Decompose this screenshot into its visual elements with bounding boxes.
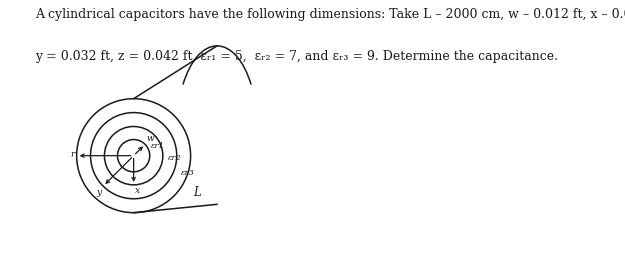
Text: A cylindrical capacitors have the following dimensions: Take L – 2000 cm, w – 0.: A cylindrical capacitors have the follow… — [35, 8, 625, 21]
Text: x: x — [135, 186, 140, 195]
Text: y = 0.032 ft, z = 0.042 ft, εᵣ₁ = 5,  εᵣ₂ = 7, and εᵣ₃ = 9. Determine the capaci: y = 0.032 ft, z = 0.042 ft, εᵣ₁ = 5, εᵣ₂… — [35, 50, 558, 63]
Text: r: r — [71, 150, 75, 159]
Text: L: L — [193, 186, 201, 199]
Text: εr3: εr3 — [181, 169, 194, 177]
Text: εr2: εr2 — [168, 155, 182, 162]
Text: y: y — [97, 188, 102, 197]
Text: εr1: εr1 — [151, 142, 165, 150]
Text: w: w — [146, 134, 154, 143]
